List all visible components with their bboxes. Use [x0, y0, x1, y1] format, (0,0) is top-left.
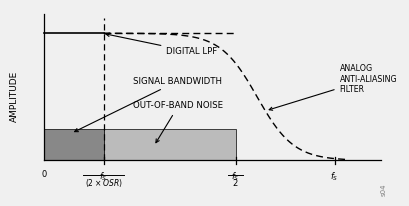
Text: 0: 0	[42, 170, 47, 179]
Text: $f_S$: $f_S$	[231, 170, 239, 183]
Text: OUT-OF-BAND NOISE: OUT-OF-BAND NOISE	[133, 101, 223, 143]
Text: $f_S$: $f_S$	[330, 170, 338, 183]
Text: DIGITAL LPF: DIGITAL LPF	[106, 33, 217, 56]
Text: ANALOG
ANTI-ALIASING
FILTER: ANALOG ANTI-ALIASING FILTER	[269, 64, 396, 110]
Text: SIGNAL BANDWIDTH: SIGNAL BANDWIDTH	[74, 77, 222, 132]
Text: AMPLITUDE: AMPLITUDE	[10, 71, 19, 122]
Bar	[44, 129, 103, 160]
Text: s04: s04	[380, 183, 386, 196]
Bar	[103, 129, 235, 160]
Text: $(2 \times OSR)$: $(2 \times OSR)$	[85, 177, 122, 189]
Text: $f_S$: $f_S$	[99, 170, 108, 183]
Text: $2$: $2$	[232, 177, 238, 188]
